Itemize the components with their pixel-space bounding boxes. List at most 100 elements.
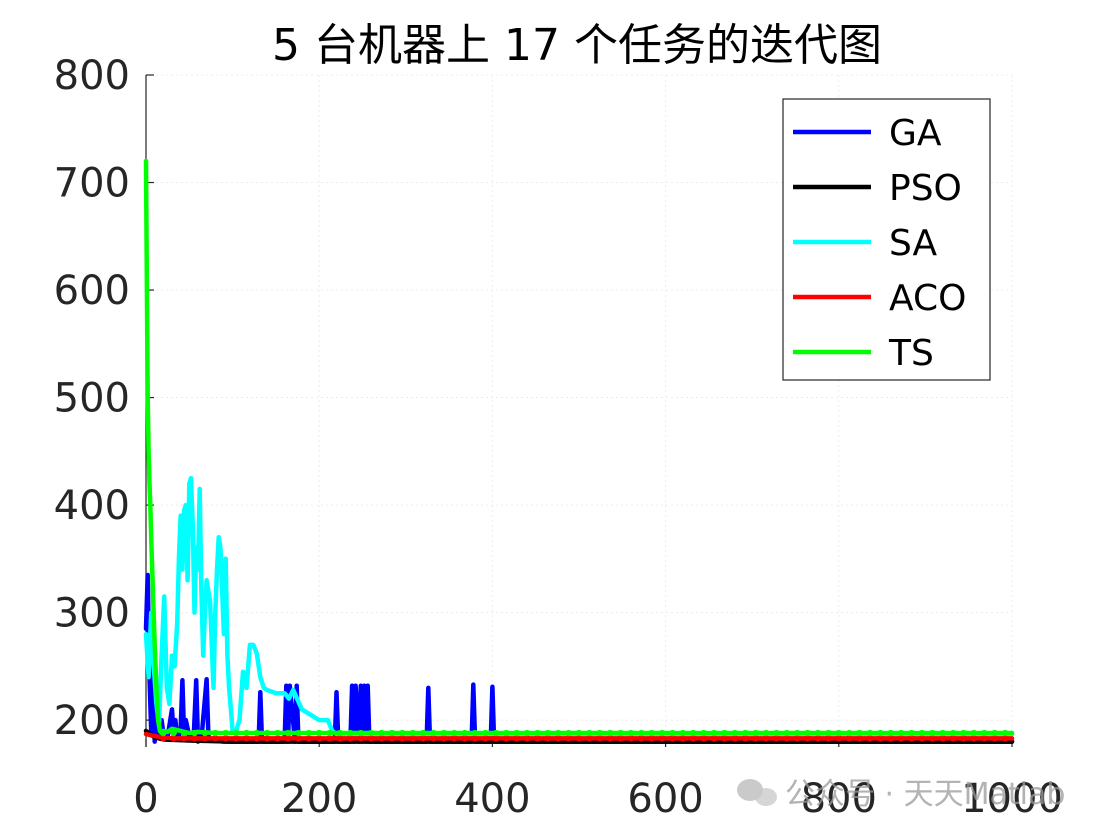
series-marker-aco [939, 735, 946, 742]
series-marker-ts [347, 729, 354, 737]
series-marker-aco [419, 735, 427, 742]
series-marker-ts [814, 729, 822, 737]
series-marker-ts [981, 729, 988, 737]
series-marker-ts [367, 729, 375, 737]
series-marker-aco [503, 735, 510, 742]
series-marker-aco [336, 735, 344, 742]
series-marker-aco [326, 735, 333, 742]
series-marker-aco [471, 735, 479, 742]
series-marker-ts [845, 729, 853, 737]
series-marker-ts [523, 729, 531, 737]
series-marker-aco [264, 735, 271, 742]
series-marker-aco [544, 735, 552, 742]
series-marker-ts [669, 729, 676, 737]
watermark: 公众号 · 天天Matlab [737, 777, 1065, 812]
series-marker-ts [326, 729, 333, 737]
series-layer [143, 158, 1015, 744]
series-marker-aco [274, 735, 281, 742]
series-marker-ts [606, 729, 614, 737]
series-marker-aco [212, 735, 219, 742]
series-marker-aco [191, 735, 198, 742]
y-tick-label: 500 [54, 376, 130, 422]
series-marker-aco [783, 735, 791, 742]
legend-box [782, 98, 991, 381]
series-marker-ts [513, 729, 520, 737]
series-marker-ts [534, 729, 541, 737]
series-marker-aco [960, 735, 967, 742]
series-marker-aco [638, 735, 645, 742]
series-marker-ts [451, 729, 458, 737]
series-marker-ts [201, 729, 209, 737]
series-marker-ts [243, 729, 250, 737]
series-marker-aco [752, 735, 759, 742]
series-marker-ts [762, 729, 770, 737]
x-tick-label: 600 [627, 776, 703, 822]
series-marker-ts [991, 729, 998, 737]
series-marker-ts [887, 729, 894, 737]
series-marker-aco [451, 735, 458, 742]
series-marker-ts [897, 729, 905, 737]
series-marker-ts [316, 729, 323, 737]
series-marker-aco [658, 735, 666, 742]
series-marker-ts [461, 729, 468, 737]
series-marker-aco [669, 735, 676, 742]
series-marker-ts [419, 729, 427, 737]
series-marker-ts [274, 729, 281, 737]
series-marker-aco [440, 735, 448, 742]
series-marker-aco [523, 735, 531, 742]
series-marker-ts [658, 729, 666, 737]
series-marker-aco [794, 735, 801, 742]
series-marker-ts [399, 729, 406, 737]
series-marker-aco [284, 735, 292, 742]
series-marker-aco [856, 735, 863, 742]
series-marker-ts [970, 729, 978, 737]
series-marker-aco [918, 735, 926, 742]
series-marker-aco [492, 735, 500, 742]
series-marker-ts [565, 729, 572, 737]
series-marker-aco [513, 735, 520, 742]
series-marker-ts [160, 729, 167, 737]
series-marker-aco [316, 735, 323, 742]
series-marker-aco [606, 735, 614, 742]
series-marker-ts [721, 729, 728, 737]
series-marker-aco [180, 735, 188, 742]
series-marker-aco [877, 735, 884, 742]
series-marker-aco [482, 735, 489, 742]
series-marker-ts [232, 729, 240, 737]
legend-label-sa: SA [889, 223, 938, 264]
series-marker-ts [575, 729, 583, 737]
series-marker-ts [783, 729, 791, 737]
series-marker-aco [731, 735, 739, 742]
series-marker-aco [949, 735, 957, 742]
series-line-sa [143, 475, 1015, 737]
series-marker-ts [949, 729, 957, 737]
series-marker-ts [357, 729, 364, 737]
series-marker-aco [773, 735, 780, 742]
series-marker-aco [762, 735, 770, 742]
series-marker-aco [243, 735, 250, 742]
series-marker-aco [804, 735, 811, 742]
series-marker-aco [555, 735, 562, 742]
wechat-icon [737, 779, 777, 806]
series-marker-aco [222, 735, 229, 742]
series-marker-ts [180, 729, 188, 737]
series-marker-aco [534, 735, 541, 742]
series-marker-ts [191, 729, 198, 737]
series-marker-aco [825, 735, 832, 742]
series-marker-aco [690, 735, 697, 742]
series-marker-aco [835, 735, 842, 742]
series-marker-ts [908, 729, 915, 737]
series-marker-aco [908, 735, 915, 742]
series-marker-aco [586, 735, 593, 742]
series-marker-ts [482, 729, 489, 737]
series-marker-aco [461, 735, 468, 742]
series-marker-ts [960, 729, 967, 737]
series-marker-ts [586, 729, 593, 737]
series-marker-ts [700, 729, 707, 737]
series-marker-ts [856, 729, 863, 737]
series-marker-aco [710, 735, 718, 742]
series-marker-ts [773, 729, 780, 737]
series-marker-ts [212, 729, 219, 737]
series-marker-ts [284, 729, 292, 737]
series-marker-aco [367, 735, 375, 742]
